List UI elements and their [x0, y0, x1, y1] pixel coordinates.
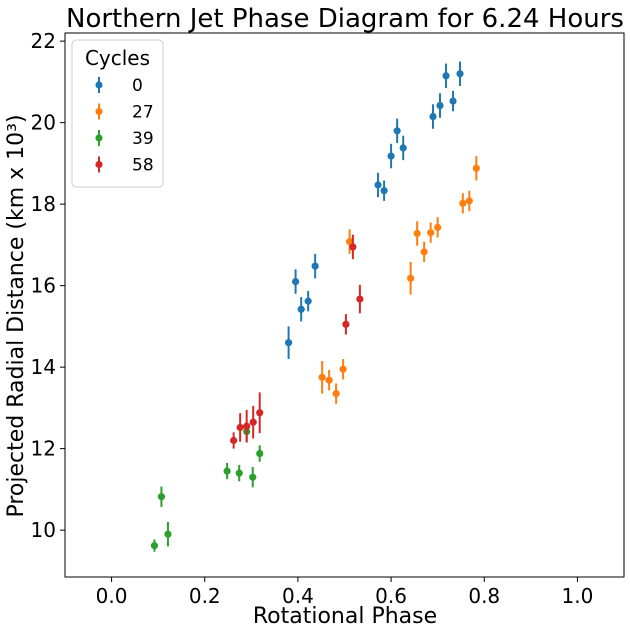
- data-point: [236, 423, 244, 432]
- y-tick-label: 10: [31, 518, 56, 542]
- y-tick-label: 16: [31, 274, 56, 298]
- data-point: [374, 181, 382, 189]
- legend-item-39: 39: [95, 129, 154, 149]
- x-axis: 0.0 0.2 0.4 0.6 0.8 1.0: [96, 577, 594, 608]
- legend-label: 39: [132, 129, 154, 149]
- series-27: [318, 156, 480, 404]
- legend-item-0: 0: [95, 76, 143, 96]
- data-point: [465, 197, 473, 205]
- data-point: [157, 493, 166, 501]
- data-point: [230, 436, 238, 445]
- data-point: [318, 373, 326, 381]
- data-point: [380, 187, 388, 195]
- data-point: [349, 243, 357, 251]
- legend-marker: [95, 160, 103, 169]
- data-point: [256, 409, 264, 417]
- plot-frame: [64, 32, 625, 578]
- data-point: [342, 320, 350, 328]
- data-point: [339, 365, 347, 373]
- data-point: [164, 530, 172, 538]
- data-point: [311, 262, 319, 270]
- data-point: [427, 229, 435, 237]
- data-point: [399, 144, 407, 152]
- y-axis: 10 12 14 16 18 20 22: [31, 29, 65, 542]
- data-point: [297, 305, 305, 313]
- data-point: [456, 70, 464, 78]
- x-tick-label: 0.0: [96, 584, 128, 608]
- data-point: [285, 339, 293, 347]
- plot-area: [64, 32, 625, 578]
- series-39: [150, 421, 264, 552]
- y-tick-label: 14: [31, 355, 56, 379]
- data-point: [291, 277, 300, 286]
- data-point: [223, 467, 231, 475]
- legend-box: [71, 39, 164, 188]
- legend-item-27: 27: [95, 103, 154, 123]
- x-tick-label: 1.0: [562, 584, 594, 608]
- legend-label: 0: [132, 76, 143, 96]
- data-point: [332, 390, 340, 398]
- y-axis-label: Projected Radial Distance (km x 10³): [4, 114, 29, 517]
- data-point: [434, 223, 442, 231]
- data-point: [387, 152, 395, 160]
- legend-marker: [95, 81, 103, 89]
- data-point: [346, 238, 354, 246]
- data-point: [436, 101, 444, 110]
- x-tick-label: 0.2: [189, 584, 221, 608]
- data-point: [413, 229, 421, 238]
- x-tick-label: 0.4: [282, 584, 314, 608]
- x-tick-label: 0.8: [468, 584, 500, 608]
- data-point: [256, 449, 264, 458]
- legend-label: 58: [132, 156, 154, 176]
- data-point: [243, 422, 251, 430]
- data-point: [325, 376, 333, 384]
- chart-title: Northern Jet Phase Diagram for 6.24 Hour…: [66, 4, 624, 34]
- data-point: [407, 274, 415, 282]
- data-point: [304, 297, 312, 305]
- data-point: [449, 97, 457, 105]
- x-axis-label: Rotational Phase: [253, 604, 437, 629]
- data-point: [235, 469, 243, 477]
- x-tick-label: 0.6: [375, 584, 407, 608]
- legend-marker: [95, 107, 103, 116]
- data-point: [249, 473, 257, 481]
- data-point: [150, 542, 159, 550]
- y-tick-label: 12: [31, 437, 56, 461]
- legend-title: Cycles: [85, 46, 150, 70]
- data-point: [429, 112, 437, 121]
- data-point: [249, 418, 257, 426]
- y-tick-label: 18: [31, 192, 56, 216]
- legend-label: 27: [132, 103, 154, 123]
- data-point: [420, 248, 428, 256]
- y-tick-label: 20: [31, 111, 56, 135]
- series-58: [230, 234, 364, 449]
- data-point: [472, 164, 480, 172]
- data-points: [150, 61, 480, 552]
- legend-marker: [95, 134, 103, 142]
- data-point: [356, 295, 364, 303]
- data-point: [393, 127, 401, 135]
- series-0: [285, 61, 464, 359]
- data-point: [442, 72, 450, 80]
- data-point: [459, 199, 467, 207]
- legend-item-58: 58: [95, 156, 154, 176]
- y-tick-label: 22: [31, 29, 56, 53]
- legend: Cycles 0 27 39 58: [71, 39, 164, 188]
